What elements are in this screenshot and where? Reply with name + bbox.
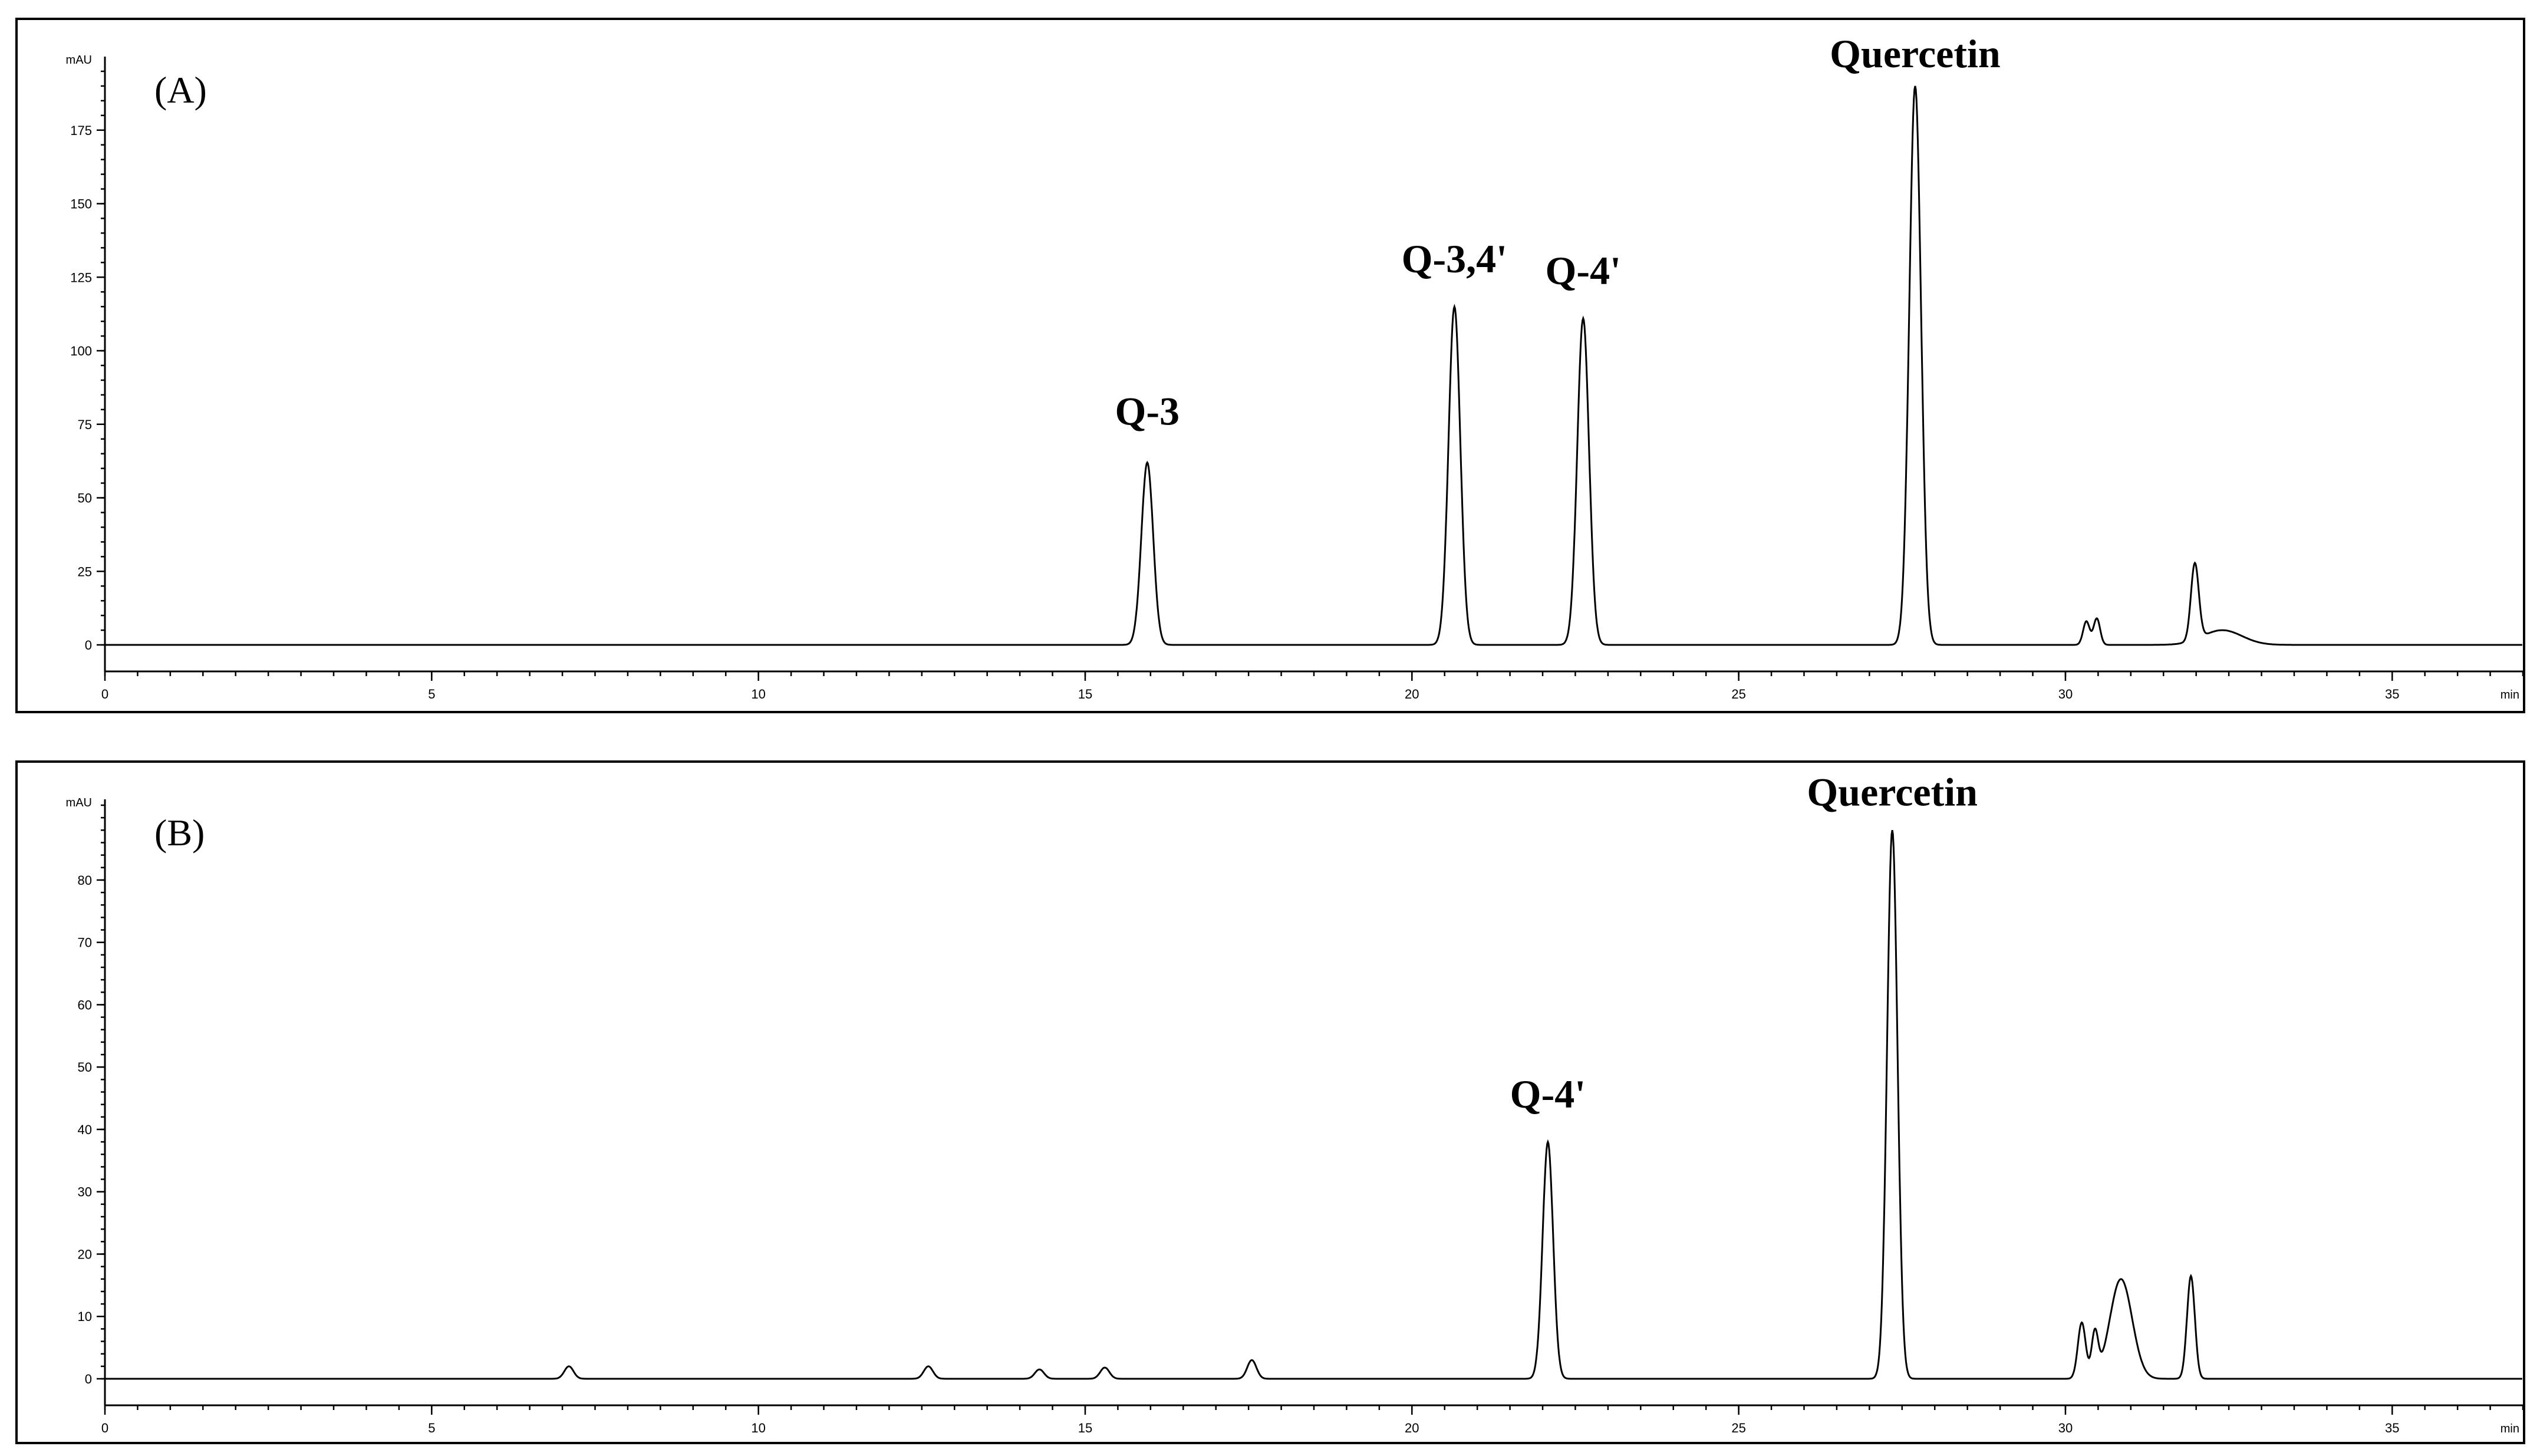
y-tick-label: 30 bbox=[78, 1185, 92, 1200]
peak-label: Quercetin bbox=[1807, 769, 1978, 814]
peak-label: Q-3,4' bbox=[1402, 236, 1507, 281]
y-tick-label: 20 bbox=[78, 1247, 92, 1261]
x-tick-label: 35 bbox=[2385, 687, 2399, 701]
peak-label: Q-4' bbox=[1510, 1072, 1586, 1116]
x-tick-label: 30 bbox=[2058, 1421, 2073, 1435]
x-tick-label: 10 bbox=[751, 1421, 765, 1435]
panel-label: (B) bbox=[154, 812, 205, 854]
x-tick-label: 10 bbox=[751, 687, 765, 701]
chart-b-svg: 0 10 20 30 40 50 60 70 80 mAU 0 5 10 15 20 25 30 35 min (B)… bbox=[66, 769, 2523, 1435]
y-tick-label: 80 bbox=[78, 873, 92, 888]
panel-label: (A) bbox=[154, 69, 207, 111]
peak-label: Q-4' bbox=[1546, 248, 1621, 293]
y-tick-label: 0 bbox=[85, 1372, 92, 1386]
y-tick-label: 125 bbox=[70, 270, 92, 285]
y-tick-label: 150 bbox=[70, 197, 92, 212]
peak-label: Quercetin bbox=[1830, 31, 2001, 76]
chromatogram-panel-a: 0 25 50 75 100 125 150 175 mAU 0 5 10 15 20 25 30 35 min (… bbox=[15, 18, 2525, 713]
y-tick-label: 175 bbox=[70, 123, 92, 138]
y-tick-label: 10 bbox=[78, 1309, 92, 1324]
y-axis-unit: mAU bbox=[66, 54, 92, 67]
y-tick-label: 40 bbox=[78, 1122, 92, 1137]
chromatogram-trace bbox=[105, 85, 2522, 646]
x-tick-label: 35 bbox=[2385, 1421, 2399, 1435]
x-tick-label: 5 bbox=[428, 687, 435, 701]
x-tick-label: 15 bbox=[1078, 687, 1092, 701]
y-tick-label: 70 bbox=[78, 935, 92, 950]
y-tick-label: 60 bbox=[78, 997, 92, 1012]
x-tick-label: 0 bbox=[101, 1421, 108, 1435]
x-tick-label: 5 bbox=[428, 1421, 435, 1435]
x-tick-label: 25 bbox=[1731, 1421, 1745, 1435]
x-tick-label: 0 bbox=[101, 687, 108, 701]
y-axis-unit: mAU bbox=[66, 796, 92, 809]
chromatogram-panel-b: 0 10 20 30 40 50 60 70 80 mAU 0 5 10 15 20 25 30 35 min (B)… bbox=[15, 760, 2525, 1444]
chart-a-svg: 0 25 50 75 100 125 150 175 mAU 0 5 10 15 20 25 30 35 min (… bbox=[66, 31, 2523, 701]
y-tick-label: 100 bbox=[70, 344, 92, 358]
y-tick-label: 0 bbox=[85, 638, 92, 653]
x-tick-label: 20 bbox=[1405, 687, 1419, 701]
x-tick-label: 15 bbox=[1078, 1421, 1092, 1435]
x-tick-label: 25 bbox=[1731, 687, 1745, 701]
peak-label: Q-3 bbox=[1115, 389, 1180, 434]
y-tick-label: 50 bbox=[78, 491, 92, 506]
chromatogram-trace bbox=[105, 830, 2522, 1380]
y-tick-label: 50 bbox=[78, 1060, 92, 1075]
x-tick-label: 20 bbox=[1405, 1421, 1419, 1435]
x-tick-label: 30 bbox=[2058, 687, 2073, 701]
x-axis-unit: min bbox=[2501, 689, 2519, 701]
y-tick-label: 75 bbox=[78, 417, 92, 432]
x-axis-unit: min bbox=[2501, 1422, 2519, 1435]
y-tick-label: 25 bbox=[78, 564, 92, 579]
